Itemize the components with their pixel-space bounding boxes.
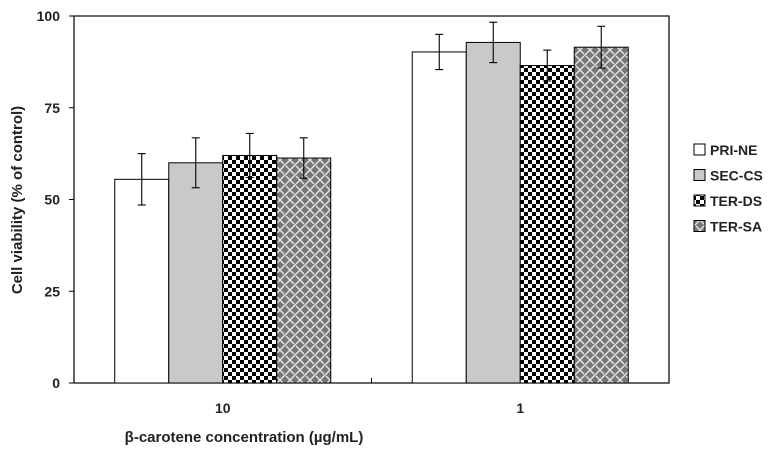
bars bbox=[114, 21, 629, 384]
x-tick-label: 1 bbox=[516, 400, 524, 416]
bar bbox=[465, 41, 521, 384]
bar bbox=[411, 51, 467, 384]
bar bbox=[276, 157, 332, 384]
y-tick-label: 75 bbox=[44, 100, 60, 116]
x-axis: 10 1 bbox=[215, 378, 524, 416]
bar bbox=[168, 162, 224, 384]
bar bbox=[573, 46, 629, 384]
legend-swatch bbox=[693, 169, 706, 181]
legend: PRI-NE SEC-CS TER-DS TER-SA bbox=[693, 142, 763, 235]
legend-label: SEC-CS bbox=[710, 168, 763, 184]
x-tick-label: 10 bbox=[215, 400, 231, 416]
y-tick-label: 50 bbox=[44, 192, 60, 208]
bar bbox=[222, 154, 278, 384]
bar bbox=[519, 65, 575, 384]
legend-swatch bbox=[693, 194, 706, 207]
legend-swatch bbox=[693, 143, 706, 156]
x-axis-title: β-carotene concentration (µg/mL) bbox=[125, 429, 364, 446]
y-tick-label: 25 bbox=[44, 283, 60, 299]
y-tick-label: 0 bbox=[52, 375, 60, 391]
legend-label: TER-SA bbox=[710, 219, 762, 235]
y-tick-label: 100 bbox=[37, 8, 61, 24]
legend-swatch bbox=[693, 220, 706, 232]
bar bbox=[114, 178, 170, 384]
legend-label: TER-DS bbox=[710, 193, 762, 209]
y-axis-title: Cell viability (% of control) bbox=[9, 106, 26, 294]
legend-label: PRI-NE bbox=[710, 142, 757, 158]
